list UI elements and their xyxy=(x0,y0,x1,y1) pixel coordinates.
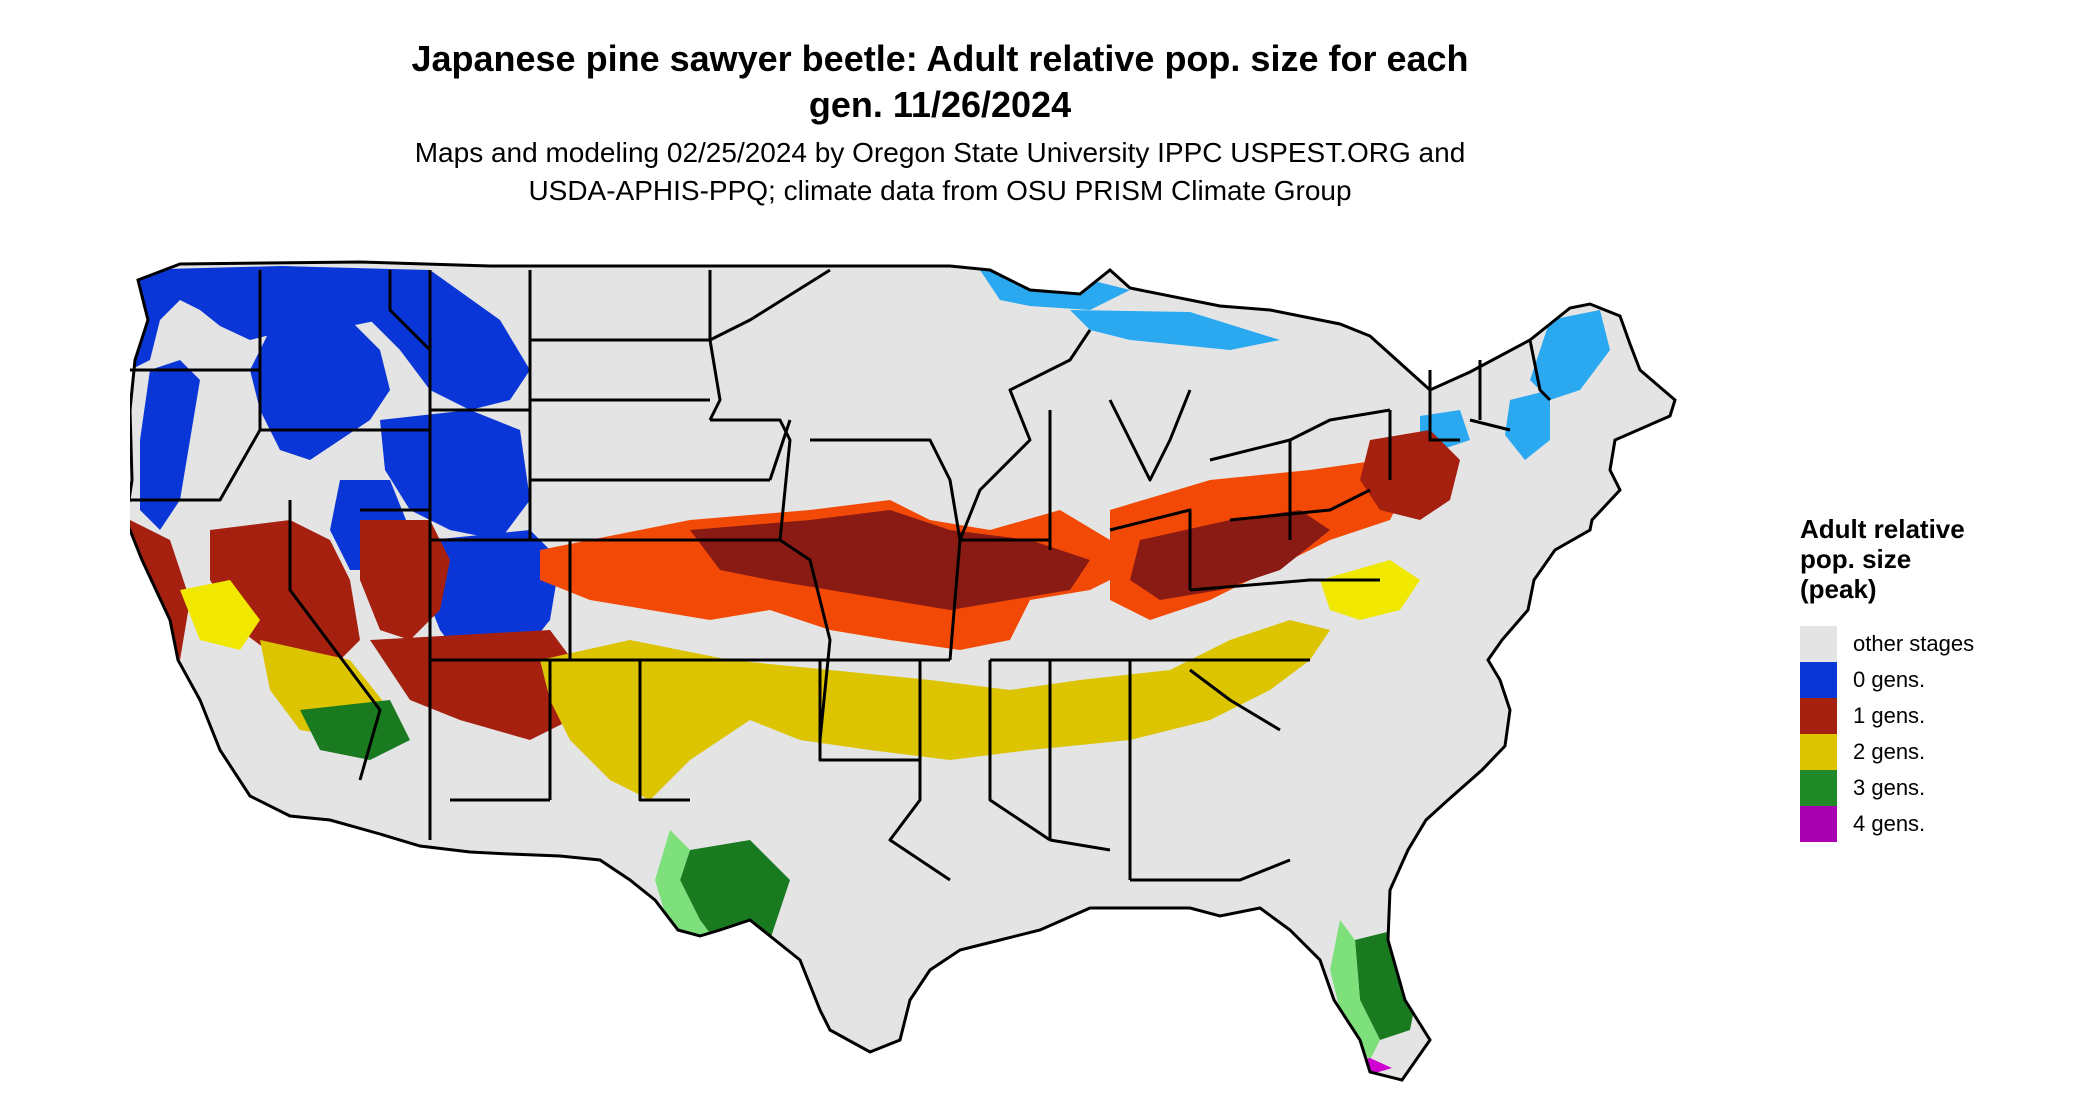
map-subtitle: Maps and modeling 02/25/2024 by Oregon S… xyxy=(340,134,1540,210)
zone-zero-gens-maine xyxy=(1530,310,1610,400)
legend-items: other stages 0 gens. 1 gens. 2 gens. 3 g… xyxy=(1800,626,2080,842)
title-line-2: gen. 11/26/2024 xyxy=(808,84,1072,125)
us-map xyxy=(130,260,1677,1082)
legend-swatch xyxy=(1800,806,1837,842)
zone-three-gens-florida-light xyxy=(1330,920,1380,1060)
legend-swatch xyxy=(1800,626,1837,662)
subtitle-line-2: USDA-APHIS-PPQ; climate data from OSU PR… xyxy=(528,175,1352,206)
title-line-1: Japanese pine sawyer beetle: Adult relat… xyxy=(411,38,1469,79)
legend-label: 4 gens. xyxy=(1853,811,1926,836)
legend-label: other stages xyxy=(1853,631,1975,656)
legend-label: 0 gens. xyxy=(1853,667,1926,692)
legend: Adult relative pop. size (peak) other st… xyxy=(1800,514,2080,842)
legend-title-line-1: Adult relative xyxy=(1800,514,1965,544)
zone-two-gens-carolina xyxy=(1320,560,1420,620)
map-title: Japanese pine sawyer beetle: Adult relat… xyxy=(340,36,1540,128)
legend-swatch xyxy=(1800,662,1837,698)
legend-swatch xyxy=(1800,770,1837,806)
legend-label: 2 gens. xyxy=(1853,739,1926,764)
legend-swatch xyxy=(1800,698,1837,734)
legend-title-line-2: pop. size xyxy=(1800,544,1912,574)
legend-item-1-gens: 1 gens. xyxy=(1800,698,2080,734)
zone-zero-gens-upper-peninsula xyxy=(1070,310,1280,350)
zone-zero-gens-wyoming xyxy=(380,410,530,540)
state-borders xyxy=(130,268,1552,882)
legend-title: Adult relative pop. size (peak) xyxy=(1800,514,2080,604)
legend-title-line-3: (peak) xyxy=(1800,574,1877,604)
legend-item-4-gens: 4 gens. xyxy=(1800,806,2080,842)
legend-swatch xyxy=(1800,734,1837,770)
zone-one-gen-appalachia xyxy=(1130,510,1330,600)
zone-zero-gens-vermont xyxy=(1505,390,1550,460)
zone-one-gen-midwest-core xyxy=(690,510,1090,610)
legend-item-0-gens: 0 gens. xyxy=(1800,662,2080,698)
zone-two-gens-southern-ca xyxy=(180,580,260,650)
subtitle-line-1: Maps and modeling 02/25/2024 by Oregon S… xyxy=(414,137,1466,168)
zone-one-gen-mid-atlantic xyxy=(1360,430,1460,520)
zone-two-gens-south xyxy=(540,620,1330,800)
zone-one-gen-four-corners xyxy=(370,630,580,740)
legend-label: 1 gens. xyxy=(1853,703,1926,728)
legend-item-3-gens: 3 gens. xyxy=(1800,770,2080,806)
zone-one-gen-utah xyxy=(360,520,450,640)
zone-zero-gens-idaho xyxy=(250,320,390,460)
legend-item-2-gens: 2 gens. xyxy=(1800,734,2080,770)
legend-item-other-stages: other stages xyxy=(1800,626,2080,662)
zone-three-gens-arizona xyxy=(300,700,410,760)
zone-zero-gens-cascades xyxy=(140,360,200,530)
zone-zero-gens-montana xyxy=(280,266,530,410)
legend-label: 3 gens. xyxy=(1853,775,1926,800)
